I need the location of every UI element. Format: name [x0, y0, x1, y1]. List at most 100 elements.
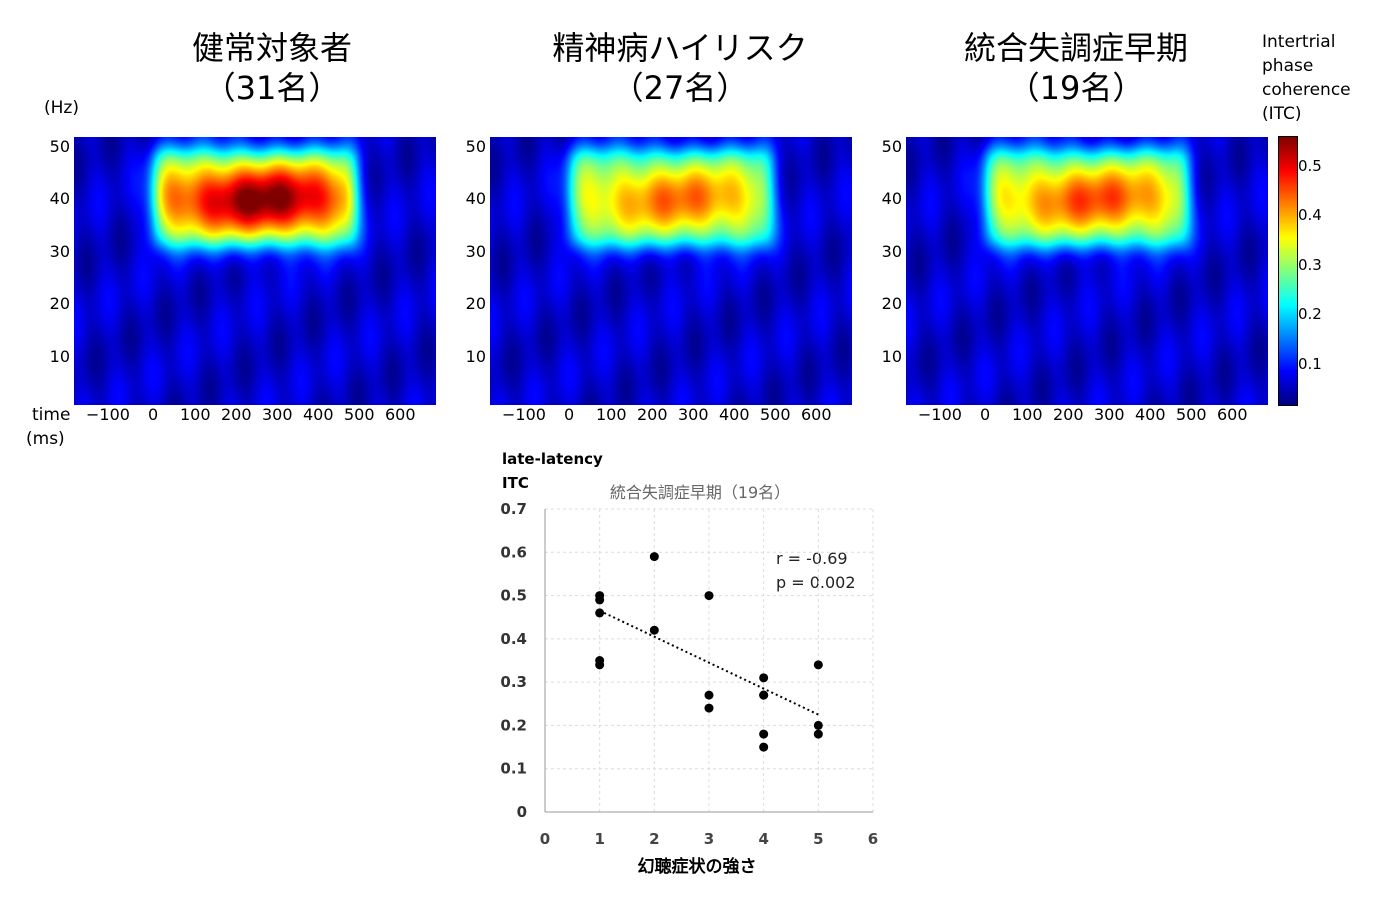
- x-axis-high-risk: −100 0 100 200 300 400 500 600: [490, 405, 852, 427]
- colorbar-tick-label: 0.4: [1298, 206, 1322, 224]
- x-tick-label: −100: [86, 405, 130, 424]
- colorbar-title-line: (ITC): [1262, 104, 1302, 124]
- itc-heatmap-high-risk: [490, 137, 852, 405]
- scatter-point: [813, 720, 823, 730]
- y-tick-label: 40: [881, 189, 902, 208]
- x-tick-label: 0: [980, 405, 991, 424]
- scatter-x-tick-label: 1: [594, 830, 604, 848]
- x-tick-label: 100: [596, 405, 627, 424]
- scatter-y-tick-label: 0.1: [500, 760, 527, 778]
- x-tick-label: 200: [221, 405, 252, 424]
- scatter-point: [759, 729, 769, 739]
- scatter-point: [759, 742, 769, 752]
- y-tick-label: 50: [881, 137, 902, 156]
- colorbar-title-line: phase: [1262, 56, 1314, 76]
- scatter-y-tick-label: 0.6: [500, 543, 527, 561]
- y-tick-label: 50: [49, 137, 70, 156]
- scatter-y-tick-label: 0.7: [500, 500, 527, 518]
- scatter-point: [704, 591, 714, 601]
- panel-title-early-line1: 統合失調症早期: [963, 29, 1188, 67]
- colorbar-tick-label: 0.1: [1298, 355, 1322, 373]
- scatter-points: [595, 552, 823, 752]
- panel-title-high-risk: 精神病ハイリスク （27名）: [480, 28, 880, 108]
- scatter-trendline: [599, 609, 819, 716]
- x-tick-label: 200: [1053, 405, 1084, 424]
- y-tick-label: 20: [49, 294, 70, 313]
- y-tick-label: 30: [465, 242, 486, 261]
- scatter-y-tick-label: 0.3: [500, 673, 527, 691]
- scatter-point: [813, 729, 823, 739]
- scatter-annotation-p: p = 0.002: [776, 573, 856, 592]
- x-tick-label: 400: [719, 405, 750, 424]
- scatter-axis-labels: 0 0.1 0.2 0.3 0.4 0.5 0.6 0.7 0 1 2 3 4 5 6: [500, 500, 878, 848]
- x-tick-label: 500: [1176, 405, 1207, 424]
- x-tick-label: 600: [1217, 405, 1248, 424]
- x-tick-label: 100: [180, 405, 211, 424]
- scatter-title: 統合失調症早期（19名）: [610, 483, 790, 502]
- x-tick-label: −100: [502, 405, 546, 424]
- x-tick-label: 400: [1135, 405, 1166, 424]
- x-tick-label: 300: [262, 405, 293, 424]
- x-tick-label: 0: [564, 405, 575, 424]
- colorbar-title: Intertrial phase coherence (ITC): [1262, 30, 1351, 126]
- scatter-ylabel-line2: ITC: [502, 474, 529, 492]
- panel-title-healthy: 健常対象者 （31名）: [72, 28, 472, 108]
- scatter-point: [595, 660, 605, 670]
- colorbar-tick-label: 0.2: [1298, 305, 1322, 323]
- scatter-point: [759, 690, 769, 700]
- y-unit-label: (Hz): [44, 98, 79, 118]
- y-tick-label: 50: [465, 137, 486, 156]
- x-unit-label-ms: (ms): [26, 429, 65, 449]
- scatter-point: [813, 660, 823, 670]
- x-tick-label: 300: [1094, 405, 1125, 424]
- panel-title-high-risk-line1: 精神病ハイリスク: [552, 29, 808, 67]
- colorbar-tick-label: 0.5: [1298, 157, 1322, 175]
- scatter-point: [649, 552, 659, 562]
- scatter-plot: late-latency ITC 統合失調症早期（19名） r = -0.69 …: [500, 450, 878, 877]
- panel-title-healthy-line1: 健常対象者: [191, 29, 352, 67]
- y-tick-label: 10: [881, 347, 902, 366]
- colorbar-title-line: Intertrial: [1262, 32, 1336, 52]
- scatter-y-tick-label: 0: [517, 803, 527, 821]
- y-tick-label: 10: [49, 347, 70, 366]
- x-tick-label: 400: [303, 405, 334, 424]
- panel-title-high-risk-line2: （27名）: [611, 69, 749, 107]
- scatter-x-tick-label: 0: [540, 830, 550, 848]
- panel-title-healthy-line2: （31名）: [203, 69, 341, 107]
- x-tick-label: 500: [760, 405, 791, 424]
- colorbar-tick-label: 0.3: [1298, 256, 1322, 274]
- scatter-x-tick-label: 6: [868, 830, 878, 848]
- scatter-point: [704, 703, 714, 713]
- itc-heatmap-early-schizophrenia: [906, 137, 1268, 405]
- scatter-y-tick-label: 0.5: [500, 587, 527, 605]
- panel-title-early-line2: （19名）: [1007, 69, 1145, 107]
- x-axis-healthy: −100 0 100 200 300 400 500 600: [74, 405, 436, 427]
- itc-heatmap-healthy: [74, 137, 436, 405]
- y-tick-label: 20: [465, 294, 486, 313]
- scatter-point: [649, 625, 659, 635]
- scatter-x-tick-label: 2: [649, 830, 659, 848]
- scatter-point: [595, 595, 605, 605]
- scatter-x-tick-label: 5: [813, 830, 823, 848]
- scatter-point: [595, 608, 605, 618]
- scatter-y-tick-label: 0.2: [500, 716, 527, 734]
- scatter-trendline-group: [599, 609, 819, 716]
- x-tick-label: 100: [1012, 405, 1043, 424]
- y-tick-label: 30: [881, 242, 902, 261]
- colorbar: [1278, 136, 1298, 406]
- scatter-x-tick-label: 4: [758, 830, 768, 848]
- panel-title-early-schizophrenia: 統合失調症早期 （19名）: [876, 28, 1276, 108]
- scatter-xlabel: 幻聴症状の強さ: [638, 856, 757, 877]
- scatter-ylabel-line1: late-latency: [502, 450, 603, 468]
- y-tick-label: 30: [49, 242, 70, 261]
- scatter-x-tick-label: 3: [704, 830, 714, 848]
- x-tick-label: 200: [637, 405, 668, 424]
- x-tick-label: 500: [344, 405, 375, 424]
- scatter-y-tick-label: 0.4: [500, 630, 527, 648]
- y-tick-label: 40: [465, 189, 486, 208]
- scatter-annotation-r: r = -0.69: [776, 549, 848, 568]
- x-tick-label: 600: [385, 405, 416, 424]
- scatter-point: [704, 690, 714, 700]
- x-tick-label: 600: [801, 405, 832, 424]
